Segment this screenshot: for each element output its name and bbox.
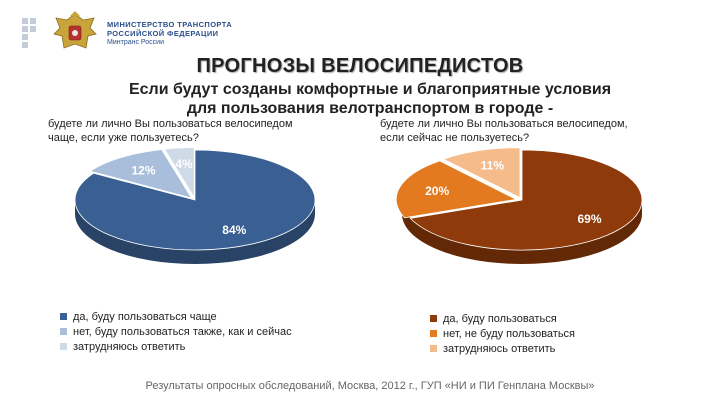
legend-item: да, буду пользоваться [430,311,575,326]
decor-square [22,42,28,48]
slice-label: 11% [481,159,505,173]
legend-item: да, буду пользоваться чаще [60,309,292,324]
page-title: ПРОГНОЗЫ ВЕЛОСИПЕДИСТОВ [196,55,524,77]
subtitle-line: для пользования велотранспортом в городе… [186,100,554,117]
legend-item: затрудняюсь ответить [60,339,292,354]
ministry-name-line: РОССИЙСКОЙ ФЕДЕРАЦИИ [107,29,219,38]
legend-label: нет, не буду пользоваться [443,327,576,340]
legend-label: да, буду пользоваться чаще [73,310,217,323]
question-line: будете ли лично Вы пользоваться велосипе… [48,118,293,130]
pie-slice [442,148,521,199]
legend-swatch [430,330,437,337]
legend-swatch [430,315,437,322]
legend-swatch [430,345,437,352]
pie-depth [402,200,642,264]
pie-depth [75,200,315,264]
ministry-short-name: Минтранс России [107,39,164,46]
legend-right: да, буду пользоваться нет, не буду пользо… [430,311,575,356]
question-right: будете ли лично Вы пользоваться велосипе… [380,117,700,145]
decor-square [22,18,28,24]
pie-chart-new-cyclists: 69% 20% 11% [395,148,643,264]
legend-swatch [60,313,67,320]
ministry-name-line: МИНИСТЕРСТВО ТРАНСПОРТА [107,20,233,29]
question-line: если сейчас не пользуетесь? [380,132,530,144]
subtitle: Если будут созданы комфортные и благопри… [70,80,670,118]
slice-label: 84% [222,223,246,237]
source-note: Результаты опросных обследований, Москва… [145,380,595,392]
header: МИНИСТЕРСТВО ТРАНСПОРТА РОССИЙСКОЙ ФЕДЕР… [0,0,720,62]
decor-square [22,26,28,32]
slice-label: 12% [131,163,155,177]
legend-label: затрудняюсь ответить [443,342,556,355]
legend-item: нет, не буду пользоваться [430,326,575,341]
legend-label: да, буду пользоваться [443,312,557,325]
legend-label: нет, буду пользоваться также, как и сейч… [73,325,292,338]
decor-square [30,26,36,32]
question-line: будете ли лично Вы пользоваться велосипе… [380,118,628,130]
slice-label: 69% [577,212,601,226]
pie-slice [89,149,193,199]
legend-item: нет, буду пользоваться также, как и сейч… [60,324,292,339]
legend-item: затрудняюсь ответить [430,341,575,356]
pie-slice [163,148,195,199]
coat-of-arms-icon [53,11,97,49]
decor-square [30,18,36,24]
legend-swatch [60,343,67,350]
slice-label: 20% [425,184,449,198]
subtitle-line: Если будут созданы комфортные и благопри… [128,81,612,98]
pie-slice [409,149,643,251]
ministry-name: МИНИСТЕРСТВО ТРАНСПОРТА РОССИЙСКОЙ ФЕДЕР… [107,20,237,47]
legend-swatch [60,328,67,335]
decor-square [22,34,28,40]
legend-label: затрудняюсь ответить [73,340,186,353]
pie-slice [395,160,518,219]
question-line: чаще, если уже пользуетесь? [48,132,199,144]
legend-left: да, буду пользоваться чаще нет, буду поль… [60,309,292,354]
question-left: будете ли лично Вы пользоваться велосипе… [48,117,348,145]
pie-slice [74,149,316,251]
slice-label: 4% [175,157,193,171]
pie-chart-current-cyclists: 84% 12% 4% [74,148,316,264]
